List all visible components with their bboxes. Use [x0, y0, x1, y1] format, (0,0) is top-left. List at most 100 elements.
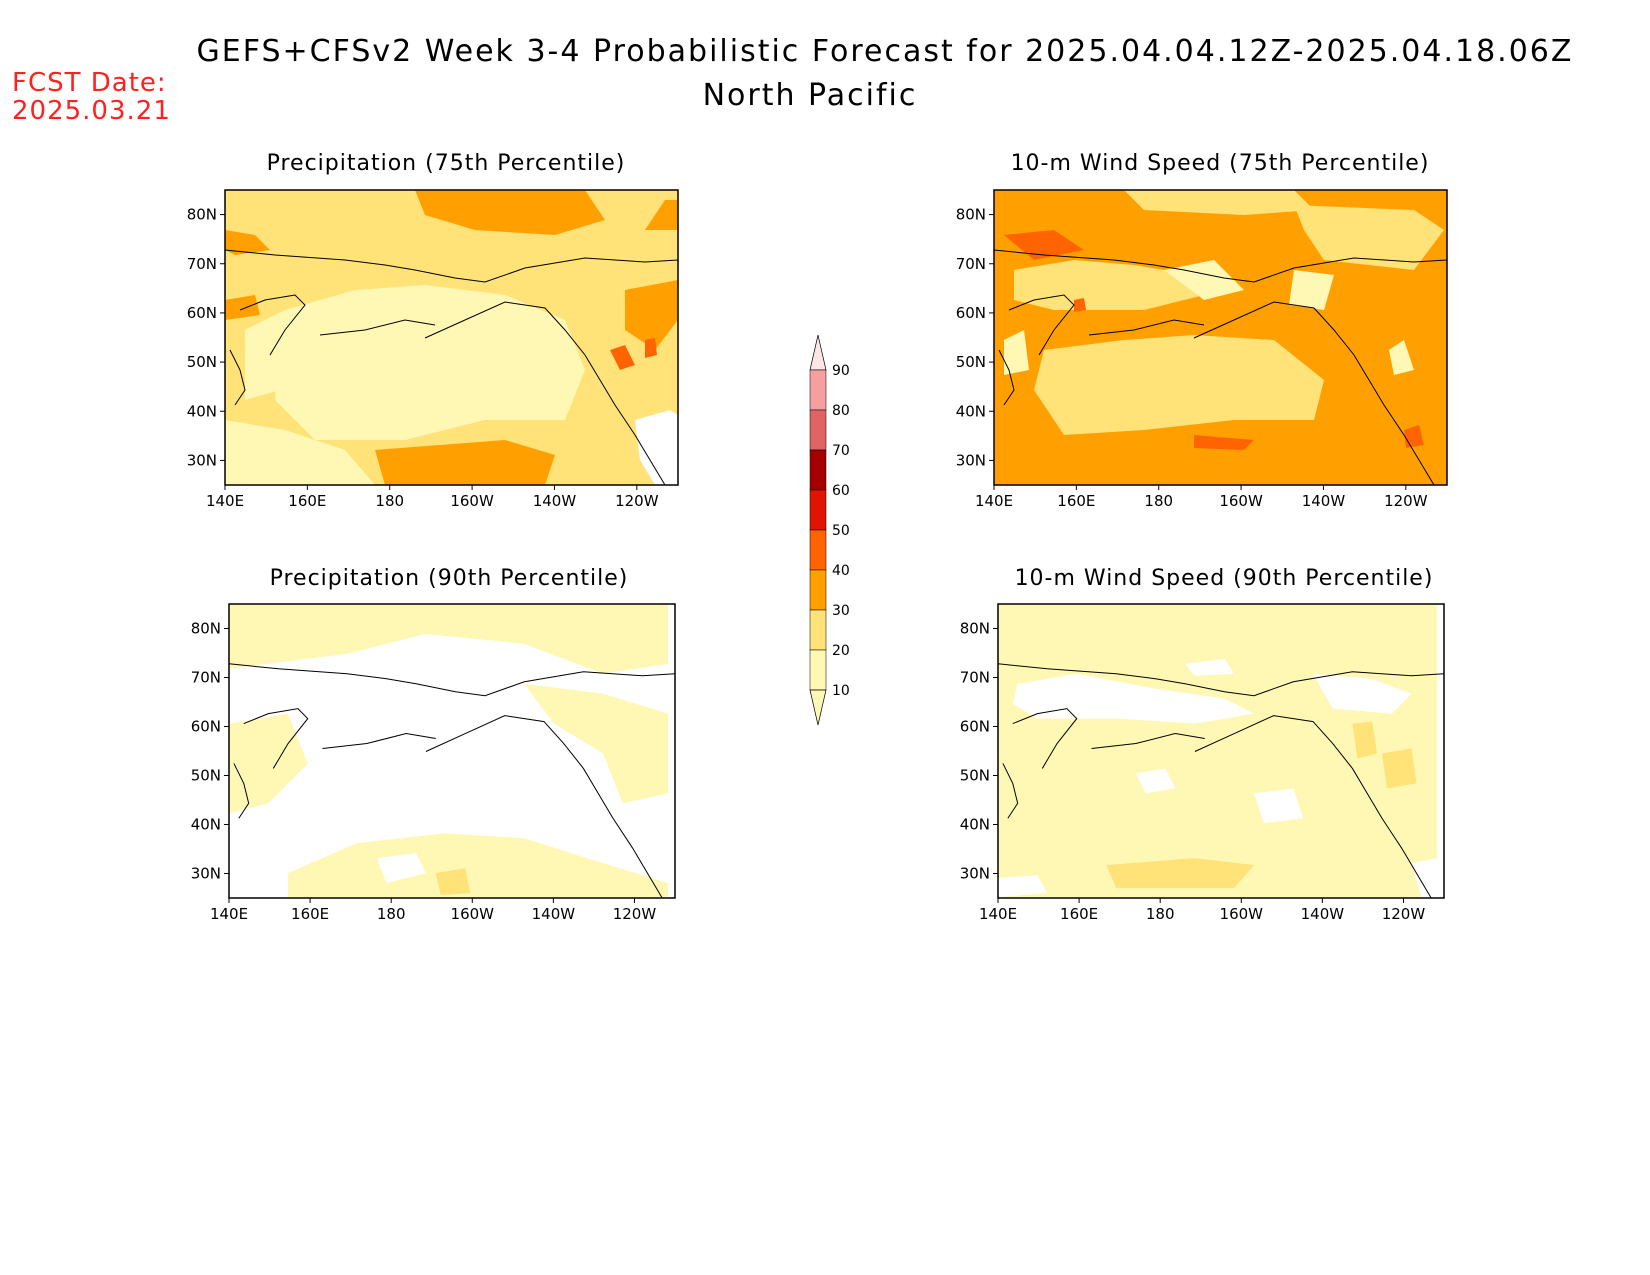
- colorbar-segment: [809, 609, 827, 651]
- forecast-region-2: [1313, 673, 1412, 714]
- coastline-1: [1008, 294, 1075, 356]
- forecast-region-8: [225, 230, 270, 255]
- forecast-region-9: [1004, 230, 1084, 260]
- map-frame: [228, 603, 676, 899]
- forecast-region-6: [1411, 858, 1438, 898]
- coastline-2: [1193, 301, 1435, 486]
- lon-tick-label: 120W: [615, 492, 659, 510]
- coastline-0: [224, 249, 679, 283]
- lon-tick-label: 180: [377, 905, 406, 923]
- forecast-region-0: [229, 604, 669, 898]
- forecast-region-10: [610, 345, 635, 370]
- lon-tick-label: 120W: [1384, 492, 1428, 510]
- colorbar-bottom-cap: [809, 689, 827, 726]
- lon-tick-label: 160W: [1219, 492, 1263, 510]
- lat-tick-label: 50N: [960, 767, 990, 785]
- forecast-region-3: [1034, 335, 1324, 435]
- lon-tick-label: 140W: [533, 492, 577, 510]
- lat-tick-label: 80N: [191, 620, 221, 638]
- forecast-region-3: [1135, 768, 1176, 794]
- coastline-1: [239, 294, 306, 356]
- lon-tick-label: 140E: [206, 492, 244, 510]
- lon-tick-label: 160E: [288, 492, 326, 510]
- forecast-date-value: 2025.03.21: [12, 96, 171, 126]
- forecast-region-12: [635, 410, 678, 485]
- coastline-3: [1088, 319, 1205, 336]
- map-frame: [993, 189, 1448, 486]
- lon-tick-label: 140W: [1302, 492, 1346, 510]
- lat-tick-label: 50N: [191, 767, 221, 785]
- lon-tick-label: 180: [375, 492, 404, 510]
- map-wind-75: 80N 70N 60N 50N 40N 30N 140E 160E 180 160W 140W 120…: [956, 189, 1448, 510]
- coastline-0: [997, 663, 1445, 697]
- coastline-4: [233, 763, 250, 819]
- forecast-region-5: [1185, 658, 1235, 676]
- lat-tick-label: 80N: [960, 620, 990, 638]
- colorbar-segment: [809, 649, 827, 691]
- forecast-date-label: FCST Date:: [12, 68, 167, 98]
- forecast-region-8: [1352, 721, 1378, 759]
- forecast-region-4: [288, 833, 669, 898]
- forecast-region-10: [1194, 435, 1254, 450]
- lat-tick-label: 80N: [956, 206, 986, 224]
- coastline-1: [1012, 708, 1078, 769]
- lat-tick-label: 30N: [191, 865, 221, 883]
- forecast-region-12: [1074, 298, 1086, 312]
- map-frame: [997, 603, 1445, 899]
- lon-tick-label: 160W: [450, 492, 494, 510]
- lat-tick-label: 30N: [960, 865, 990, 883]
- lat-tick-label: 60N: [191, 718, 221, 736]
- coastline-2: [424, 301, 666, 486]
- lat-tick-label: 80N: [187, 206, 217, 224]
- colorbar-label: 80: [832, 403, 850, 419]
- forecast-region-1: [1012, 673, 1254, 724]
- forecast-region-7: [248, 813, 289, 854]
- forecast-region-6: [1289, 270, 1334, 310]
- lon-tick-label: 140E: [210, 905, 248, 923]
- lon-tick-label: 140W: [1301, 905, 1345, 923]
- coastline-4: [998, 349, 1015, 406]
- colorbar-segment: [809, 569, 827, 611]
- colorbar-label: 90: [832, 363, 850, 379]
- coastline-4: [1002, 763, 1019, 819]
- forecast-region-8: [1004, 330, 1029, 375]
- colorbar-label: 50: [832, 523, 850, 539]
- coastline-3: [1091, 733, 1205, 750]
- map-frame: [224, 189, 679, 486]
- forecast-region-1: [1124, 190, 1314, 215]
- coastline-2: [1194, 715, 1432, 899]
- lat-tick-label: 40N: [960, 816, 990, 834]
- lon-tick-label: 120W: [613, 905, 657, 923]
- forecast-region-3: [245, 310, 285, 400]
- lon-tick-label: 140W: [532, 905, 576, 923]
- forecast-region-9: [225, 295, 260, 320]
- lat-tick-label: 50N: [956, 353, 986, 371]
- colorbar-label: 30: [832, 603, 850, 619]
- forecast-region-9: [1381, 748, 1417, 789]
- forecast-region-4: [1253, 788, 1304, 824]
- forecast-region-6: [435, 868, 471, 896]
- forecast-region-5: [376, 853, 426, 884]
- lon-tick-label: 140E: [975, 492, 1013, 510]
- lat-tick-label: 60N: [956, 304, 986, 322]
- colorbar-segment: [809, 449, 827, 491]
- forecast-region-1: [229, 604, 669, 674]
- panel-title-precip-90: Precipitation (90th Percentile): [269, 566, 629, 591]
- panel-title-wind-75: 10-m Wind Speed (75th Percentile): [1010, 151, 1430, 176]
- colorbar-label: 40: [832, 563, 850, 579]
- lon-tick-label: 160W: [1220, 905, 1264, 923]
- lon-tick-label: 140E: [979, 905, 1017, 923]
- coastline-3: [319, 319, 436, 336]
- colorbar-segment: [809, 409, 827, 451]
- lat-tick-label: 40N: [956, 402, 986, 420]
- coastline-4: [229, 349, 246, 406]
- colorbar-label: 60: [832, 483, 850, 499]
- colorbar-segment: [809, 529, 827, 571]
- forecast-region-6: [625, 280, 678, 350]
- forecast-region-2: [225, 420, 375, 485]
- coastline-3: [322, 733, 436, 750]
- lon-tick-label: 160W: [451, 905, 495, 923]
- coastline-2: [425, 715, 663, 899]
- colorbar-segment: [809, 369, 827, 411]
- lon-tick-label: 180: [1146, 905, 1175, 923]
